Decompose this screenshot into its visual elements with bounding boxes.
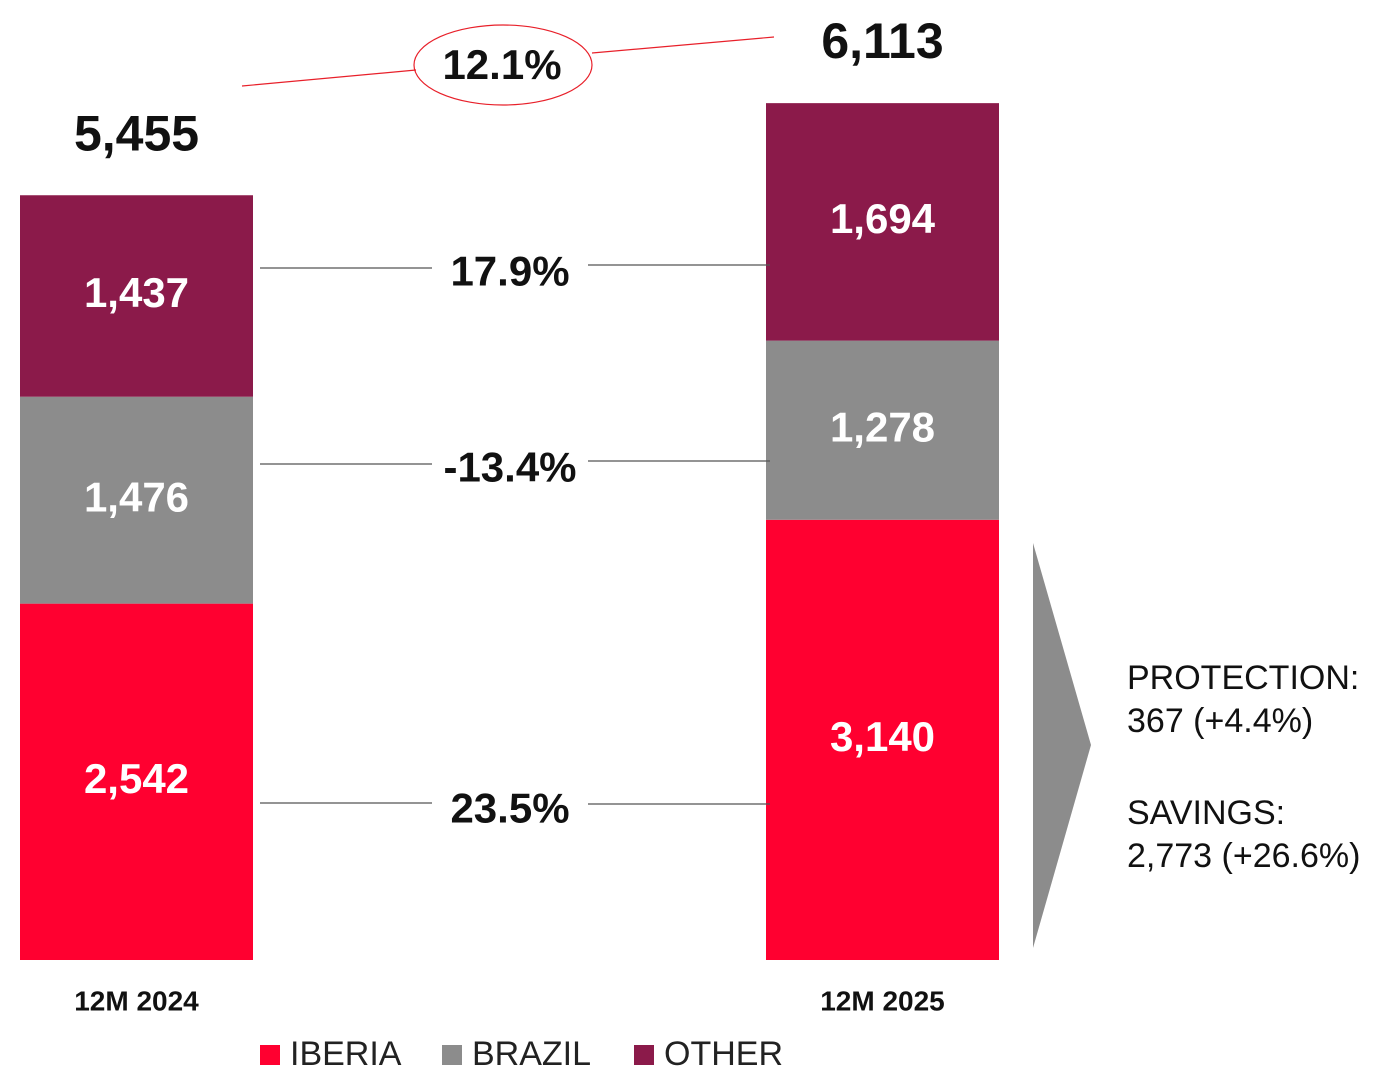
legend-swatch: [442, 1045, 462, 1065]
legend-swatch: [260, 1045, 280, 1065]
growth-label: 23.5%: [450, 785, 569, 832]
segment-label: 3,140: [830, 713, 935, 760]
total-label: 6,113: [821, 13, 943, 69]
growth-label: 17.9%: [450, 248, 569, 295]
side-note: PROTECTION:: [1127, 659, 1359, 697]
side-note: SAVINGS:: [1127, 794, 1285, 832]
side-note: 2,773 (+26.6%): [1127, 837, 1360, 875]
segment-label: 2,542: [84, 755, 189, 802]
segment-label: 1,437: [84, 269, 189, 316]
segment-label: 1,476: [84, 473, 189, 520]
bar-segment: [766, 519, 999, 960]
bar-segment: [20, 396, 253, 604]
arrow: [1033, 543, 1091, 948]
total-connector: [241, 69, 417, 87]
legend-swatch: [634, 1045, 654, 1065]
bar-segment: [20, 195, 253, 397]
total-label: 5,455: [74, 105, 199, 161]
total-growth-ring: [413, 24, 593, 106]
segment-label: 1,694: [830, 195, 936, 242]
bar-segment: [20, 603, 253, 960]
segment-label: 1,278: [830, 403, 935, 450]
bar-segment: [766, 340, 999, 520]
bar-segment: [766, 103, 999, 341]
category-label: 12M 2025: [820, 985, 945, 1016]
legend-label: BRAZIL: [472, 1035, 591, 1073]
total-connector: [591, 36, 775, 54]
category-label: 12M 2024: [74, 985, 199, 1016]
total-growth: 12.1%: [442, 41, 561, 88]
growth-label: -13.4%: [443, 444, 576, 491]
side-note: 367 (+4.4%): [1127, 702, 1313, 740]
legend-label: IBERIA: [290, 1035, 402, 1073]
legend-label: OTHER: [664, 1035, 783, 1073]
